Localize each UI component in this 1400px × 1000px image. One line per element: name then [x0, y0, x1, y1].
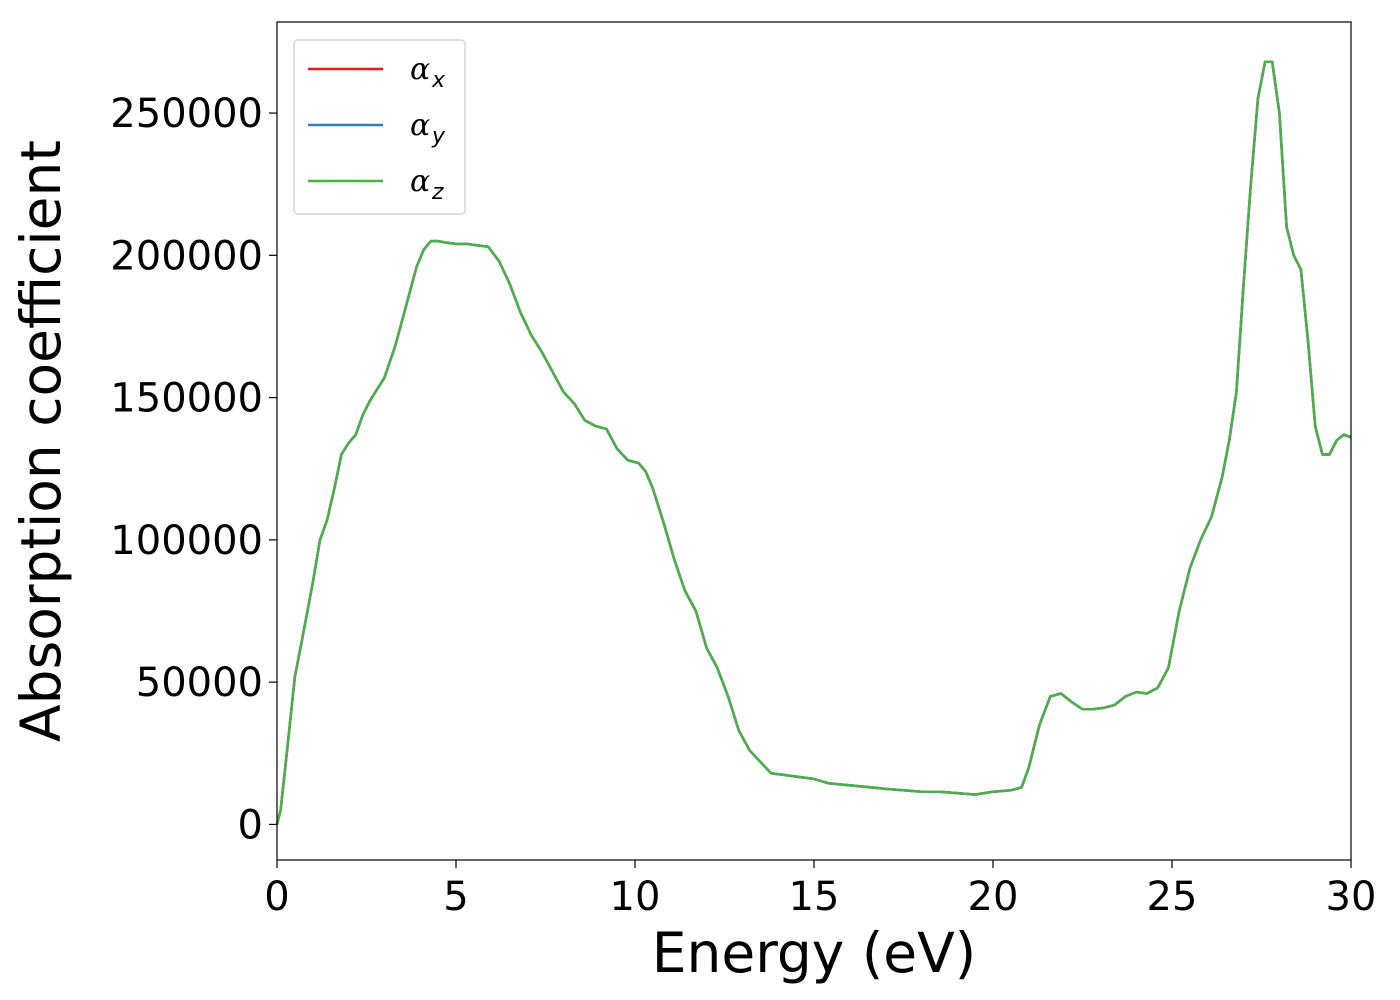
x-tick-label: 20: [968, 874, 1019, 920]
x-tick-label: 30: [1326, 874, 1377, 920]
legend-label-z: α: [410, 164, 430, 199]
legend-box: [293, 39, 466, 215]
x-tick-label: 15: [789, 874, 840, 920]
legend: α xα yα z: [293, 39, 466, 215]
y-tick-label: 100000: [110, 518, 263, 564]
y-tick-label: 150000: [110, 376, 263, 422]
x-axis-ticks: 0 5 10 15 20 25 30: [264, 860, 1376, 920]
legend-label-x: α: [410, 52, 430, 87]
legend-label-y: α: [410, 108, 430, 143]
legend-subscript-x: x: [431, 68, 446, 93]
series-line-z: [275, 60, 1352, 825]
plot-frame: [276, 21, 1352, 861]
y-tick-label: 0: [238, 802, 263, 848]
x-tick-label: 25: [1147, 874, 1198, 920]
series-layer: [275, 60, 1352, 825]
legend-subscript-z: z: [431, 180, 444, 205]
legend-subscript-y: y: [431, 124, 446, 149]
y-axis-ticks: 0 50000 100000 150000 200000 250000: [110, 91, 277, 848]
x-tick-label: 5: [443, 874, 468, 920]
x-tick-label: 0: [264, 874, 289, 920]
y-tick-label: 50000: [136, 660, 263, 706]
y-tick-label: 250000: [110, 91, 263, 137]
y-axis-title: Absorption coefficient: [9, 140, 73, 742]
y-tick-label: 200000: [110, 233, 263, 279]
x-axis-title: Energy (eV): [652, 921, 976, 985]
x-tick-label: 10: [610, 874, 661, 920]
